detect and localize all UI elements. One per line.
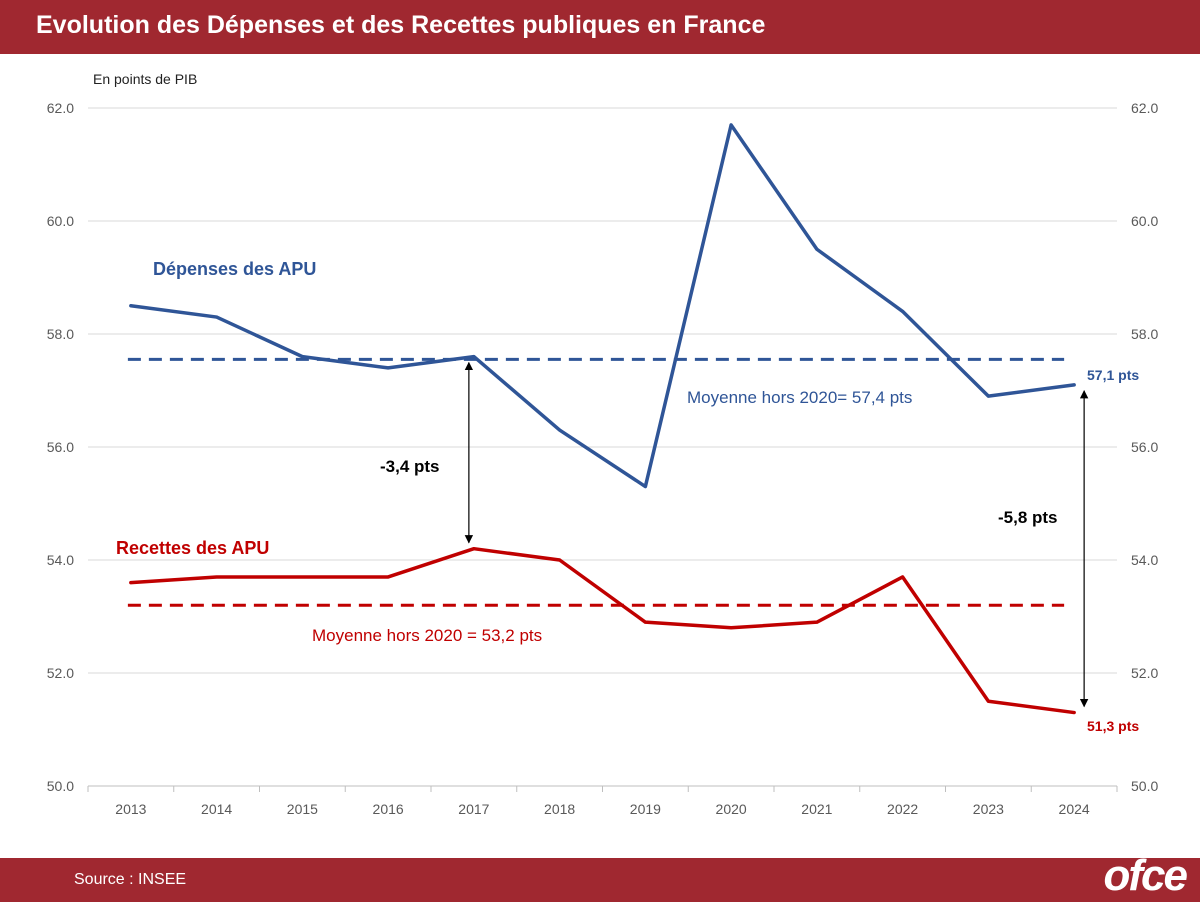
depenses-des-apu-point xyxy=(300,355,304,359)
x-tick-label: 2021 xyxy=(801,801,832,817)
recettes-des-apu-point xyxy=(386,575,390,579)
y-tick-label-left: 62.0 xyxy=(47,100,74,116)
recettes-average-label: Moyenne hors 2020 = 53,2 pts xyxy=(312,626,542,645)
depenses-des-apu-point xyxy=(643,485,647,489)
x-tick-label: 2013 xyxy=(115,801,146,817)
source-note: Source : INSEE xyxy=(74,871,187,888)
depenses-des-apu-point xyxy=(901,309,905,313)
depenses-des-apu-point xyxy=(558,428,562,432)
annotations xyxy=(464,361,1089,708)
recettes-des-apu-point xyxy=(215,575,219,579)
depenses-des-apu-point xyxy=(815,247,819,251)
recettes-des-apu-point xyxy=(901,575,905,579)
depenses-series-label: Dépenses des APU xyxy=(153,259,316,279)
depenses-des-apu-point xyxy=(1072,383,1076,387)
depenses-des-apu-point xyxy=(729,123,733,127)
chart-title: Evolution des Dépenses et des Recettes p… xyxy=(36,11,766,39)
x-tick-label: 2022 xyxy=(887,801,918,817)
title-banner: Evolution des Dépenses et des Recettes p… xyxy=(0,0,1200,54)
x-tick-label: 2020 xyxy=(716,801,747,817)
line-chart: En points de PIB 50.0 52.0 54.0 56.0 58.0 60.… xyxy=(47,71,1159,817)
x-tick-label: 2023 xyxy=(973,801,1004,817)
recettes-des-apu-point xyxy=(472,547,476,551)
y-axis-unit-label: En points de PIB xyxy=(93,71,197,87)
y-tick-label-left: 52.0 xyxy=(47,665,74,681)
recettes-des-apu-point xyxy=(129,581,133,585)
y-tick-label-left: 56.0 xyxy=(47,439,74,455)
y-tick-label-right: 50.0 xyxy=(1131,778,1158,794)
x-tick-label: 2018 xyxy=(544,801,575,817)
y-tick-label-left: 60.0 xyxy=(47,213,74,229)
recettes-des-apu-point xyxy=(986,699,990,703)
gap-2017-label: -3,4 pts xyxy=(380,457,440,476)
y-tick-label-right: 52.0 xyxy=(1131,665,1158,681)
recettes-des-apu-point xyxy=(729,626,733,630)
average-lines xyxy=(127,357,1065,607)
y-tick-label-right: 54.0 xyxy=(1131,552,1158,568)
y-tick-label-right: 56.0 xyxy=(1131,439,1158,455)
depenses-des-apu-point xyxy=(215,315,219,319)
x-tick-label: 2019 xyxy=(630,801,661,817)
gridlines xyxy=(88,107,1117,787)
recettes-des-apu-point xyxy=(643,620,647,624)
x-tick-label: 2014 xyxy=(201,801,232,817)
depenses-des-apu-point xyxy=(472,355,476,359)
recettes-des-apu-point xyxy=(300,575,304,579)
x-axis: 2013 2014 2015 2016 2017 2018 2019 2020 2021 2022… xyxy=(87,786,1118,817)
x-tick-label: 2017 xyxy=(458,801,489,817)
gap-2024-label: -5,8 pts xyxy=(998,508,1058,527)
depenses-des-apu-point xyxy=(129,304,133,308)
y-tick-label-left: 54.0 xyxy=(47,552,74,568)
depenses-des-apu-line xyxy=(129,123,1076,489)
x-tick-label: 2016 xyxy=(373,801,404,817)
ofce-logo: ofce xyxy=(1103,851,1188,900)
recettes-des-apu-point xyxy=(558,558,562,562)
y-axis-right: 50.0 52.0 54.0 56.0 58.0 60.0 62.0 xyxy=(1131,100,1158,794)
x-tick-label: 2015 xyxy=(287,801,318,817)
y-axis-left: 50.0 52.0 54.0 56.0 58.0 60.0 62.0 xyxy=(47,100,74,794)
footer-banner: Source : INSEE ofce xyxy=(0,854,1200,902)
depenses-end-value-label: 57,1 pts xyxy=(1087,367,1139,383)
y-tick-label-left: 58.0 xyxy=(47,326,74,342)
recettes-des-apu-point xyxy=(815,620,819,624)
y-tick-label-right: 58.0 xyxy=(1131,326,1158,342)
depenses-des-apu-point xyxy=(986,394,990,398)
y-tick-label-right: 60.0 xyxy=(1131,213,1158,229)
depenses-average-label: Moyenne hors 2020= 57,4 pts xyxy=(687,388,912,407)
recettes-end-value-label: 51,3 pts xyxy=(1087,718,1139,734)
y-tick-label-right: 62.0 xyxy=(1131,100,1158,116)
recettes-des-apu-line xyxy=(129,546,1076,715)
series-lines xyxy=(129,123,1076,715)
y-tick-label-left: 50.0 xyxy=(47,778,74,794)
depenses-des-apu-point xyxy=(386,366,390,370)
x-tick-label: 2024 xyxy=(1059,801,1090,817)
recettes-series-label: Recettes des APU xyxy=(116,538,269,558)
recettes-des-apu-point xyxy=(1072,711,1076,715)
